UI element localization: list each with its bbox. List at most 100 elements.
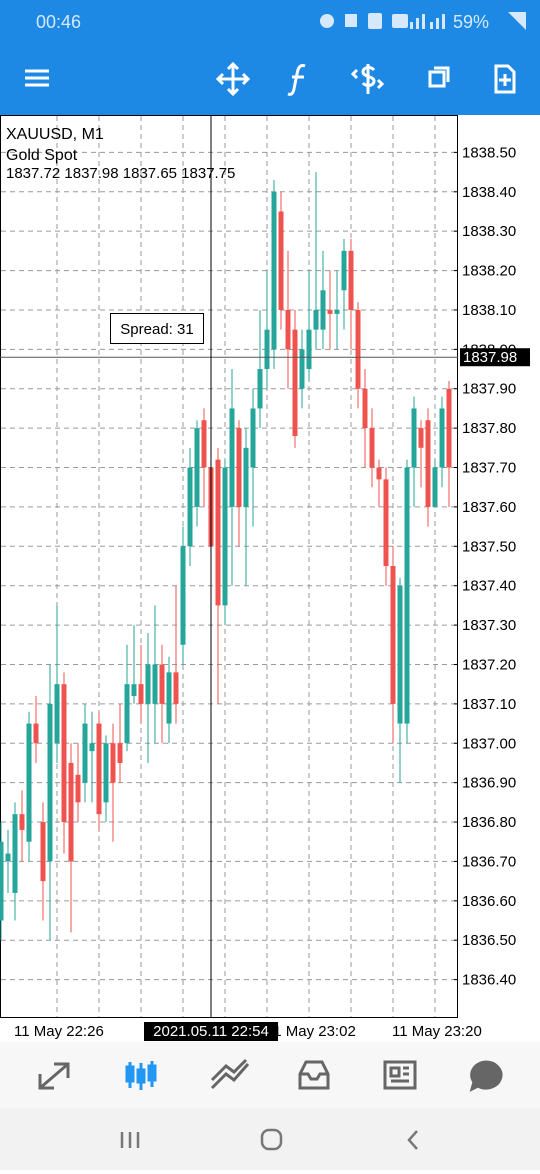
new-order-button[interactable]: [494, 64, 516, 94]
crosshair-time-box: [144, 1022, 278, 1041]
trade-tab[interactable]: [210, 1058, 250, 1090]
candle-body: [131, 684, 137, 696]
plot-area: [0, 115, 458, 1018]
candle-body: [432, 467, 438, 507]
candle-body: [222, 467, 228, 606]
candle-body: [89, 743, 95, 752]
y-tick-label: 1838.50: [462, 144, 516, 161]
recent-apps[interactable]: [120, 1132, 140, 1148]
candle-body: [152, 664, 158, 704]
y-tick-label: 1837.30: [462, 617, 516, 634]
quotes-tab[interactable]: [38, 1062, 70, 1090]
chat-tab[interactable]: [469, 1060, 503, 1092]
x-tick-label: 11 May 23:02: [266, 1023, 356, 1040]
history-tab[interactable]: [298, 1060, 330, 1090]
candle-body: [313, 309, 319, 330]
x-tick-label: 11 May 23:20: [392, 1023, 482, 1040]
annotation-box: [110, 313, 204, 344]
crosshair-time-label: 2021.05.11 22:54: [153, 1023, 269, 1040]
candle-body: [159, 664, 165, 704]
candle-body: [243, 447, 249, 507]
candle-body: [292, 329, 298, 437]
candle-body: [5, 853, 11, 862]
y-tick-label: 1837.90: [462, 381, 516, 398]
y-tick-label: 1837.40: [462, 578, 516, 595]
app-bar: [0, 0, 540, 115]
y-tick-label: 1837.50: [462, 538, 516, 555]
candle-body: [96, 723, 102, 815]
y-tick-label: 1836.90: [462, 775, 516, 792]
candle-body: [166, 672, 172, 724]
candle-body: [0, 841, 4, 921]
candle-body: [19, 814, 25, 830]
candle-body: [117, 743, 123, 763]
y-tick-label: 1837.70: [462, 460, 516, 477]
candle-body: [180, 546, 186, 645]
candle-body: [362, 388, 368, 429]
menu-button[interactable]: [25, 69, 49, 87]
y-tick-label: 1838.10: [462, 302, 516, 319]
candle-body: [397, 585, 403, 724]
candle-body: [257, 369, 263, 409]
candle-body: [61, 684, 67, 823]
chart-subtitle: Gold Spot: [6, 147, 78, 164]
indicators-button[interactable]: [287, 64, 306, 96]
y-tick-label: 1837.20: [462, 656, 516, 673]
candle-body: [145, 664, 151, 704]
y-tick-label: 1837.60: [462, 499, 516, 516]
y-tick-label: 1837.00: [462, 735, 516, 752]
candle-body: [271, 191, 277, 350]
home[interactable]: [260, 1128, 283, 1151]
candle-body: [40, 822, 46, 882]
candle-body: [54, 684, 60, 744]
toolbar-icons[interactable]: [25, 61, 516, 97]
trade-button[interactable]: [350, 64, 385, 94]
candle-body: [264, 329, 270, 370]
candle-body: [355, 309, 361, 389]
y-tick-label: 1836.70: [462, 853, 516, 870]
chart: 1836.40 1836.50 1836.60 1836.70 1836.80 1836.…: [0, 115, 530, 1041]
candle-body: [194, 428, 200, 507]
candle-body: [278, 211, 284, 310]
candle-body: [250, 408, 256, 468]
y-tick-label: 1836.60: [462, 893, 516, 910]
y-tick-label: 1838.30: [462, 223, 516, 240]
candle-body: [369, 428, 375, 468]
candle-body: [404, 467, 410, 724]
news-tab[interactable]: [383, 1060, 417, 1090]
y-tick-label: 1836.40: [462, 972, 516, 989]
crosshair-button[interactable]: [215, 61, 251, 97]
candle-body: [201, 420, 207, 468]
system-buttons[interactable]: [120, 1128, 418, 1151]
candle-body: [82, 723, 88, 783]
candle-body: [383, 479, 389, 566]
chart-title: XAUUSD, M1: [6, 126, 104, 143]
y-tick-label: 1837.80: [462, 420, 516, 437]
candle-body: [68, 762, 74, 862]
status-time: 00:46: [36, 12, 81, 32]
windows-button[interactable]: [428, 66, 450, 88]
chart-tab[interactable]: [125, 1061, 157, 1090]
candle-body: [124, 684, 130, 744]
bottom-nav-icons[interactable]: [38, 1058, 503, 1092]
candle-body: [425, 420, 431, 507]
candle-body: [33, 723, 39, 744]
battery: 59%: [453, 12, 489, 32]
candle-body: [327, 309, 333, 314]
candle-body: [306, 329, 312, 370]
candle-body: [47, 703, 53, 862]
candle-body: [229, 408, 235, 507]
crosshair-price-box: [460, 348, 530, 367]
y-tick-label: 1836.80: [462, 814, 516, 831]
back[interactable]: [407, 1130, 418, 1150]
y-tick-label: 1837.10: [462, 696, 516, 713]
system-nav: [0, 1108, 540, 1170]
candle-body: [138, 684, 144, 704]
candle-body: [390, 566, 396, 704]
candle-body: [446, 388, 452, 468]
candle-body: [215, 459, 221, 606]
candle-body: [103, 743, 109, 803]
candle-body: [75, 774, 81, 803]
